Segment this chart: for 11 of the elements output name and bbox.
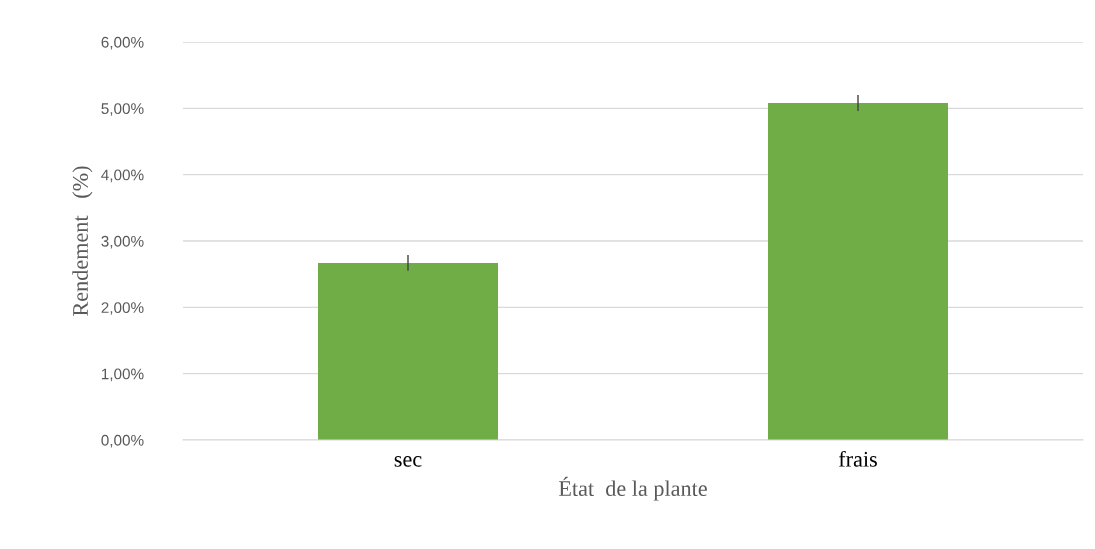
- x-axis-title: État de la plante: [558, 476, 707, 501]
- x-tick-label: frais: [838, 450, 877, 467]
- x-tick-label: sec: [394, 456, 422, 467]
- y-tick-label: 0,00%: [101, 434, 144, 448]
- y-tick-label: 1,00%: [101, 368, 144, 382]
- y-tick-label: 4,00%: [101, 169, 144, 183]
- y-tick-label: 6,00%: [101, 36, 144, 50]
- y-axis-title: Rendement (%): [72, 166, 93, 316]
- y-tick-label: 2,00%: [101, 302, 144, 315]
- y-tick-label: 3,00%: [101, 235, 144, 249]
- y-tick-label: 5,00%: [101, 103, 144, 116]
